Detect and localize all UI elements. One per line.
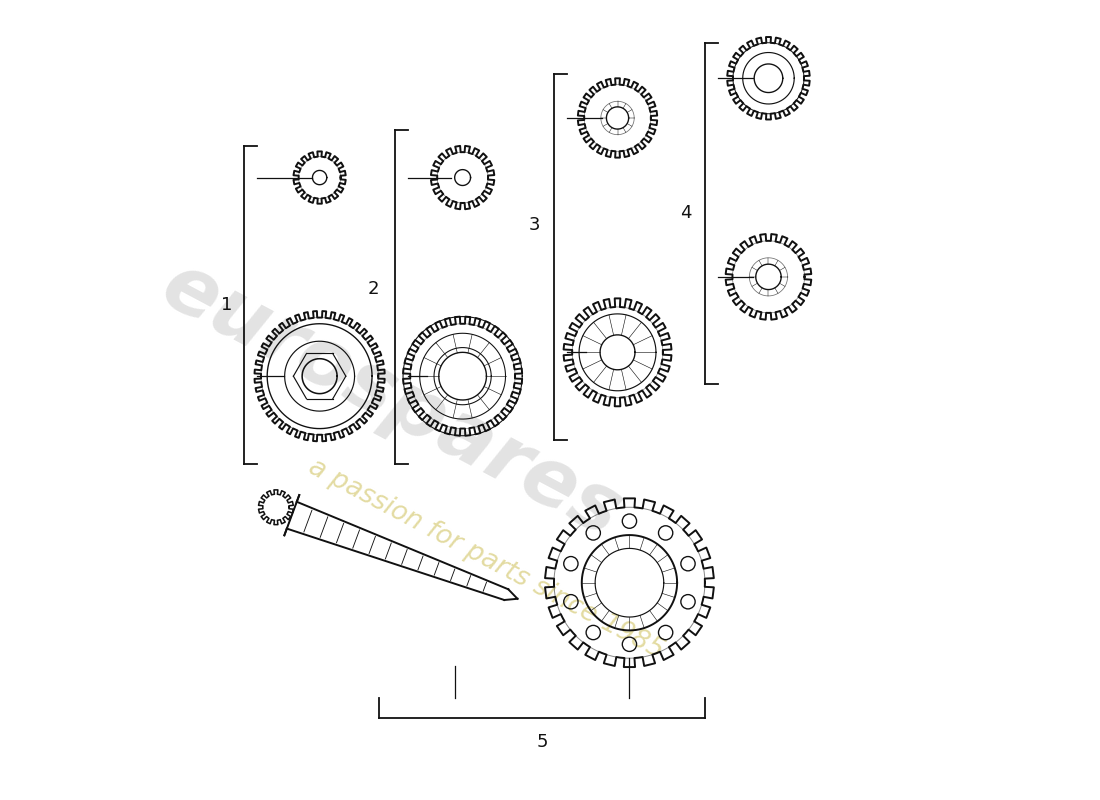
Text: 3: 3 xyxy=(529,216,540,234)
Text: 4: 4 xyxy=(680,204,692,222)
Text: eurospares: eurospares xyxy=(148,246,634,554)
Text: 2: 2 xyxy=(367,280,380,298)
Text: 5: 5 xyxy=(537,733,548,750)
Text: a passion for parts since 1985: a passion for parts since 1985 xyxy=(305,454,669,664)
Text: 1: 1 xyxy=(221,296,232,314)
